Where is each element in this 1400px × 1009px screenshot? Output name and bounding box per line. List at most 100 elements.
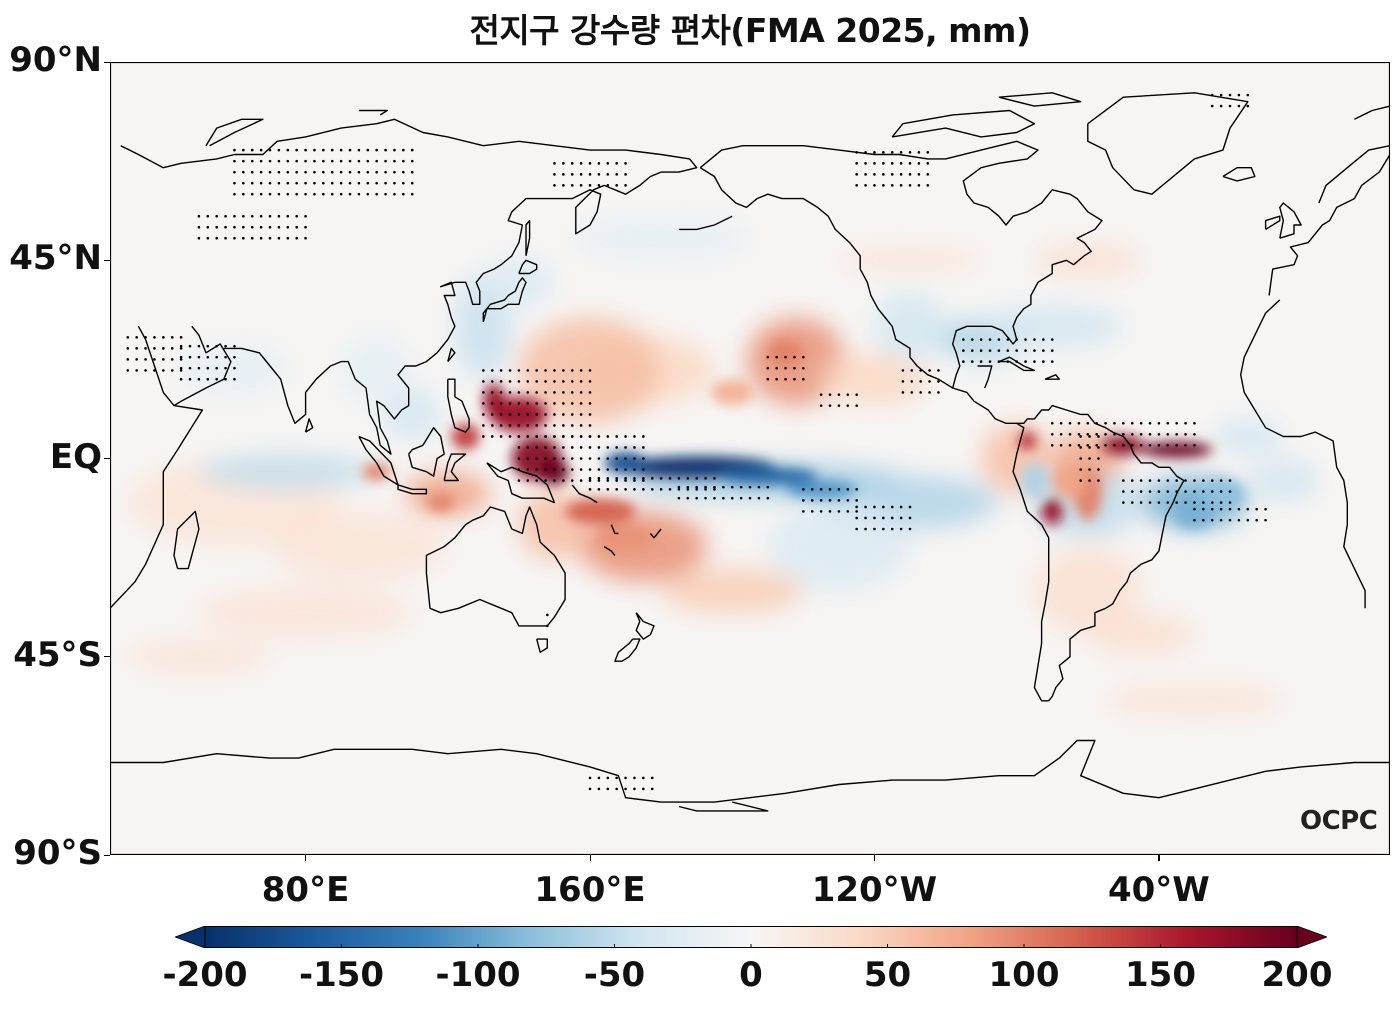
significance-dot	[553, 446, 556, 449]
colorbar-tick-label: -100	[435, 955, 521, 995]
significance-dot	[766, 366, 770, 370]
significance-dot	[1033, 338, 1036, 341]
significance-dot	[197, 214, 201, 218]
significance-dot	[713, 488, 716, 491]
significance-dot	[730, 496, 734, 500]
significance-dot	[988, 360, 992, 363]
significance-dot	[588, 479, 592, 482]
significance-dot	[1079, 435, 1082, 438]
significance-dot	[304, 192, 307, 196]
significance-dot	[908, 151, 912, 154]
significance-dot	[873, 527, 876, 531]
significance-dot	[153, 347, 156, 350]
significance-dot	[1202, 479, 1205, 482]
significance-dot	[233, 159, 236, 163]
significance-dot	[1228, 501, 1232, 504]
significance-dot	[588, 477, 592, 480]
significance-dot	[1097, 435, 1100, 438]
significance-dot	[517, 468, 521, 471]
significance-dot	[535, 435, 538, 438]
significance-dot	[1113, 443, 1116, 447]
significance-dot	[562, 173, 565, 176]
significance-dot	[357, 170, 361, 174]
coastline	[699, 167, 1185, 702]
significance-dot	[162, 369, 165, 372]
significance-dot	[402, 159, 405, 163]
significance-dot	[1237, 507, 1241, 511]
significance-dot	[206, 214, 210, 218]
significance-dot	[1006, 349, 1010, 352]
significance-dot	[919, 391, 922, 394]
significance-dot	[579, 380, 583, 383]
coastline	[173, 510, 200, 570]
coastline	[614, 638, 641, 662]
significance-dot	[1148, 479, 1152, 482]
significance-dot	[295, 170, 298, 174]
significance-dot	[997, 349, 1001, 352]
coastline	[425, 506, 566, 627]
significance-dot	[482, 402, 485, 405]
significance-dot	[668, 488, 672, 491]
significance-dot	[1193, 490, 1196, 493]
significance-dot	[1077, 421, 1081, 425]
significance-dot	[233, 170, 236, 174]
significance-dot	[206, 225, 210, 229]
significance-dot	[757, 496, 761, 500]
significance-dot	[259, 236, 263, 240]
significance-dot	[1184, 443, 1187, 447]
significance-dot	[126, 369, 130, 372]
significance-dot	[937, 369, 940, 372]
dry-anomaly-region	[198, 454, 377, 490]
wet-anomaly-region	[767, 339, 804, 366]
significance-dot	[775, 366, 778, 370]
significance-dot	[873, 505, 876, 509]
significance-dot	[633, 457, 636, 460]
significance-dot	[1202, 501, 1205, 504]
significance-dot	[642, 446, 645, 449]
significance-dot	[490, 435, 494, 438]
significance-dot	[802, 366, 805, 370]
significance-dot	[864, 151, 867, 154]
significance-dot	[553, 369, 556, 372]
significance-dot	[499, 413, 503, 416]
significance-dot	[1068, 443, 1072, 447]
significance-dot	[250, 192, 254, 196]
significance-dot	[170, 336, 174, 339]
significance-dot	[1193, 518, 1196, 522]
y-tick-label: 45°N	[9, 238, 102, 279]
significance-dot	[899, 527, 903, 531]
significance-dot	[224, 344, 227, 348]
significance-dot	[313, 159, 316, 163]
significance-dot	[597, 787, 601, 791]
significance-dot	[179, 358, 183, 361]
significance-dot	[588, 446, 592, 449]
significance-dot	[313, 181, 316, 185]
significance-dot	[597, 468, 601, 471]
significance-dot	[606, 776, 610, 780]
significance-dot	[650, 787, 654, 791]
significance-dot	[1219, 104, 1223, 108]
significance-dot	[313, 148, 316, 152]
significance-dot	[1210, 93, 1214, 97]
significance-dot	[375, 181, 378, 185]
significance-dot	[188, 344, 192, 348]
significance-dot	[402, 148, 405, 152]
significance-dot	[1088, 479, 1091, 482]
significance-dot	[170, 347, 174, 350]
significance-dot	[766, 485, 770, 489]
coastline	[110, 739, 1390, 803]
significance-dot	[135, 358, 138, 361]
significance-dot	[1139, 501, 1143, 504]
significance-dot	[499, 380, 503, 383]
significance-dot	[1139, 479, 1143, 482]
significance-dot	[739, 485, 743, 489]
significance-dot	[882, 527, 885, 531]
significance-dot	[508, 435, 512, 438]
significance-dot	[642, 477, 645, 480]
significance-dot	[570, 424, 574, 427]
significance-dot	[659, 477, 663, 480]
significance-dot	[1024, 349, 1027, 352]
significance-dot	[517, 380, 521, 383]
significance-dot	[179, 366, 183, 370]
coastline	[397, 484, 428, 495]
